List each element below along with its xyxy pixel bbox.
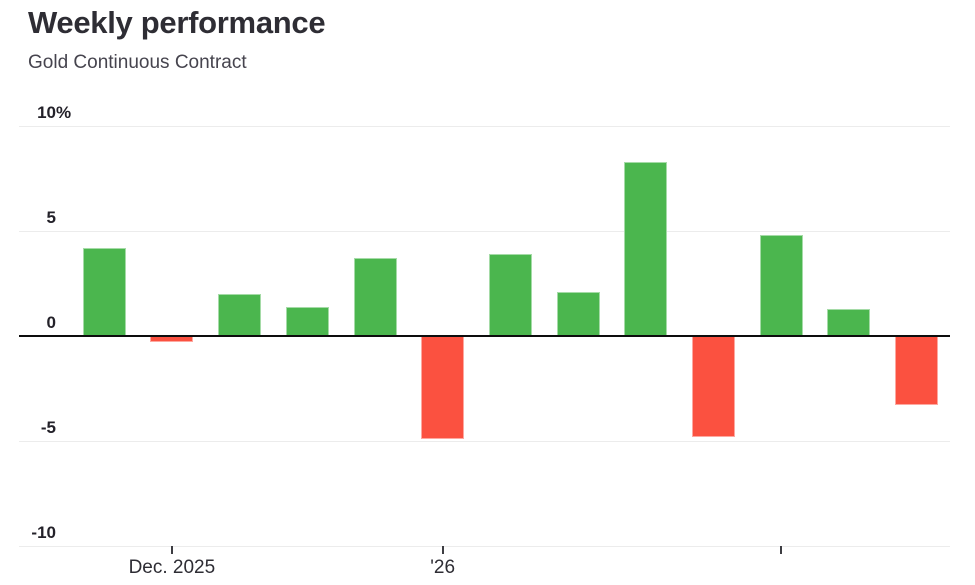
- y-axis-label: -5: [0, 417, 56, 438]
- bar-positive: [82, 247, 126, 336]
- bar-positive: [285, 306, 329, 336]
- bar-positive: [827, 308, 871, 336]
- x-axis-tick: [170, 546, 173, 554]
- y-axis-label: -10: [0, 522, 56, 543]
- y-axis-label-value: 10: [37, 103, 56, 122]
- y-axis-label: 0: [0, 312, 56, 333]
- y-axis-label-value: 0: [46, 313, 56, 332]
- chart-subtitle: Gold Continuous Contract: [28, 52, 247, 73]
- x-axis-label: '26: [430, 557, 456, 578]
- bar-positive: [218, 294, 262, 336]
- x-axis-label: Dec. 2025: [128, 557, 216, 578]
- y-axis-label-value: 5: [46, 208, 56, 227]
- x-axis-tick: [441, 546, 444, 554]
- y-gridline: [19, 126, 950, 127]
- bar-negative: [421, 336, 465, 439]
- x-axis-tick: [780, 546, 783, 554]
- zero-baseline: [19, 335, 950, 337]
- bar-positive: [353, 258, 397, 336]
- y-axis-label-value: -10: [31, 523, 56, 542]
- bar-positive: [759, 235, 803, 336]
- y-axis-label: 10%: [37, 103, 72, 122]
- y-gridline: [19, 546, 950, 547]
- y-gridline: [19, 441, 950, 442]
- bar-positive: [488, 254, 532, 336]
- y-gridline: [19, 231, 950, 232]
- bar-positive: [556, 291, 600, 336]
- bar-negative: [692, 336, 735, 437]
- y-axis-label: 5: [0, 207, 56, 228]
- y-axis-label-value: -5: [40, 418, 56, 437]
- bar-negative: [895, 336, 939, 406]
- bar-positive: [624, 161, 668, 336]
- chart-title: Weekly performance: [28, 5, 326, 40]
